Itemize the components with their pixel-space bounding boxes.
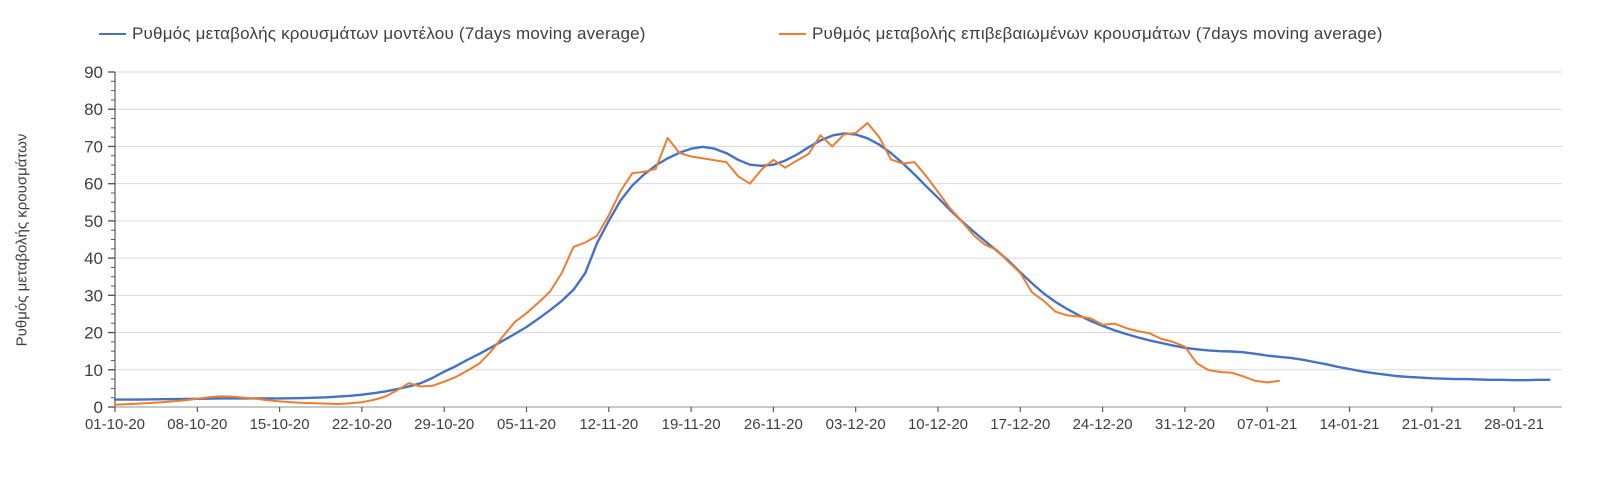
y-tick-label: 0 [94,398,103,417]
x-tick-label: 17-12-20 [990,416,1050,433]
y-tick-label: 70 [84,137,103,156]
y-tick-label: 30 [84,286,103,305]
y-tick-label: 60 [84,175,103,194]
legend-label-confirmed: Ρυθμός μεταβολής επιβεβαιωμένων κρουσμάτ… [812,24,1383,43]
x-tick-label: 22-10-20 [332,416,392,433]
x-tick-label: 15-10-20 [250,416,310,433]
y-tick-label: 80 [84,100,103,119]
x-tick-label: 12-11-20 [579,416,638,433]
x-tick-label: 05-11-20 [497,416,556,433]
model-series-line [113,132,1551,401]
x-tick-label: 07-01-21 [1237,416,1297,433]
x-tick-label: 31-12-20 [1155,416,1215,433]
y-tick-label: 50 [84,212,103,231]
x-tick-label: 03-12-20 [826,416,886,433]
x-tick-label: 01-10-20 [85,416,145,433]
model-line-swatch [99,33,126,35]
x-tick-label: 29-10-20 [414,416,474,433]
x-tick-label: 26-11-20 [744,416,803,433]
x-tick-label: 19-11-20 [662,416,721,433]
x-tick-label: 21-01-21 [1402,416,1462,433]
confirmed-series-line [114,122,1280,406]
legend-label-model: Ρυθμός μεταβολής κρουσμάτων μοντέλου (7d… [132,24,646,43]
x-tick-label: 28-01-21 [1484,416,1544,433]
x-tick-label: 10-12-20 [908,416,968,433]
x-tick-label: 24-12-20 [1073,416,1133,433]
confirmed-line-swatch [779,33,806,35]
y-tick-label: 40 [84,249,103,268]
y-tick-label: 10 [84,361,103,380]
chart-legend: Ρυθμός μεταβολής κρουσμάτων μοντέλου (7d… [0,0,1597,50]
legend-item-model: Ρυθμός μεταβολής κρουσμάτων μοντέλου (7d… [99,24,646,44]
legend-item-confirmed: Ρυθμός μεταβολής επιβεβαιωμένων κρουσμάτ… [779,24,1383,44]
x-tick-label: 14-01-21 [1319,416,1379,433]
x-tick-label: 08-10-20 [167,416,227,433]
y-tick-label: 20 [84,324,103,343]
y-tick-label: 90 [84,63,103,82]
